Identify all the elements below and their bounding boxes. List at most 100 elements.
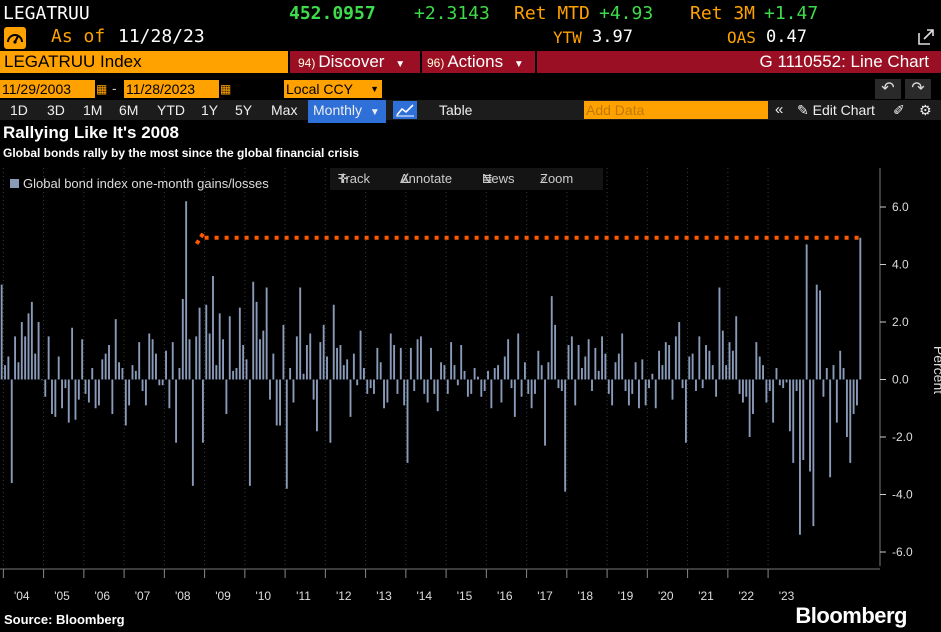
period-ytd[interactable]: YTD	[157, 102, 185, 118]
bar	[500, 379, 503, 403]
bar	[205, 304, 208, 380]
period-3d[interactable]: 3D	[47, 102, 65, 118]
bar	[10, 379, 13, 483]
bar	[158, 379, 161, 386]
bar	[802, 379, 805, 460]
bar	[570, 336, 573, 380]
bar	[450, 342, 453, 380]
period-5y[interactable]: 5Y	[235, 102, 253, 118]
discover-menu[interactable]: 94) Discover ▼	[298, 51, 405, 73]
bar	[473, 368, 476, 380]
pop-out-icon[interactable]	[916, 27, 936, 47]
bar	[718, 287, 721, 380]
bar	[748, 379, 751, 437]
bar	[285, 379, 288, 489]
x-tick-label: '21	[698, 589, 714, 603]
table-button[interactable]: Table	[439, 102, 473, 118]
bar	[638, 379, 640, 409]
bar	[57, 356, 60, 380]
bar	[175, 379, 178, 443]
bar	[252, 281, 255, 380]
bar	[44, 379, 47, 397]
add-data-input[interactable]: Add Data	[584, 101, 768, 119]
x-tick-label: '22	[738, 589, 754, 603]
bar	[631, 379, 634, 394]
bar	[607, 379, 610, 394]
bar	[648, 379, 650, 389]
currency-select[interactable]: Local CCY ▼	[284, 80, 382, 98]
period-1m[interactable]: 1M	[83, 102, 103, 118]
x-tick-label: '20	[658, 589, 674, 603]
bar	[191, 379, 194, 486]
bar	[493, 368, 496, 380]
ticker: LEGATRUU	[3, 3, 90, 24]
discover-tag: 94)	[298, 56, 316, 70]
bar	[242, 345, 245, 380]
bar	[336, 347, 339, 380]
bar	[352, 353, 355, 380]
search-icon: ⌕	[540, 171, 548, 186]
bar	[782, 379, 785, 389]
collapse-icon[interactable]: «	[775, 101, 784, 118]
frequency-value: Monthly	[313, 102, 363, 118]
ret-mtd-label: Ret MTD	[514, 3, 590, 24]
bar	[379, 362, 382, 380]
bar	[601, 336, 603, 380]
bar	[282, 324, 285, 380]
period-1d[interactable]: 1D	[10, 102, 28, 118]
y-tick-label: -6.0	[892, 545, 913, 559]
bar	[47, 336, 50, 380]
bar	[564, 379, 567, 492]
edit-chart-button[interactable]: ✎ Edit Chart	[797, 100, 875, 120]
edit-icon[interactable]: ✐	[893, 102, 905, 118]
bar	[436, 379, 439, 412]
period-6m[interactable]: 6M	[119, 102, 139, 118]
redo-icon[interactable]: ↷	[905, 79, 931, 99]
undo-icon[interactable]: ↶	[875, 79, 901, 99]
bar	[356, 379, 359, 386]
bar	[67, 379, 70, 423]
gauge-icon[interactable]	[4, 27, 26, 49]
end-date-input[interactable]: 11/28/2023	[124, 80, 219, 98]
line-chart-icon[interactable]	[393, 101, 417, 119]
bar	[591, 379, 593, 391]
gear-icon[interactable]: ⚙	[919, 102, 932, 118]
x-tick-label: '04	[14, 589, 30, 603]
bar	[218, 313, 221, 380]
bar	[403, 379, 406, 406]
bar	[326, 356, 328, 380]
net-change: +2.3143	[414, 3, 490, 24]
bar	[269, 379, 271, 400]
calendar-icon[interactable]: ▦	[220, 82, 232, 96]
start-date-input[interactable]: 11/29/2003	[0, 80, 95, 98]
frequency-select[interactable]: Monthly ▼	[308, 100, 386, 123]
bar	[805, 244, 808, 380]
bar	[530, 379, 533, 409]
chevron-down-icon: ▼	[370, 84, 379, 94]
bar	[201, 379, 204, 443]
legend-label: Global bond index one-month gains/losses	[23, 176, 269, 191]
legend-swatch	[10, 179, 19, 188]
x-tick-label: '19	[618, 589, 634, 603]
bar	[259, 339, 261, 380]
bar	[208, 333, 211, 380]
period-1y[interactable]: 1Y	[201, 102, 219, 118]
bar	[165, 350, 167, 380]
bar	[523, 362, 526, 380]
y-tick-label: 0.0	[892, 373, 909, 387]
actions-menu[interactable]: 96) Actions ▼	[427, 51, 524, 73]
annotate-label: Annotate	[400, 171, 453, 186]
calendar-icon[interactable]: ▦	[96, 82, 108, 96]
bar	[839, 350, 842, 380]
bar	[624, 379, 627, 391]
bar	[248, 379, 251, 486]
bar	[212, 276, 214, 380]
as-of-date: 11/28/23	[118, 26, 205, 47]
security-field[interactable]: LEGATRUU Index	[0, 51, 288, 73]
bar	[453, 365, 456, 380]
bar	[20, 322, 23, 380]
x-tick-label: '18	[577, 589, 593, 603]
period-max[interactable]: Max	[271, 102, 298, 118]
bar	[138, 342, 141, 380]
